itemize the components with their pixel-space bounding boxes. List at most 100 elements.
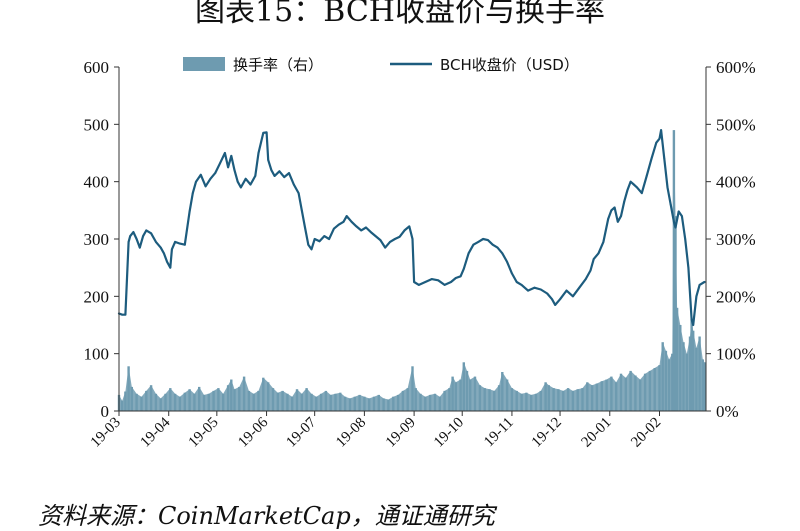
price-point bbox=[589, 269, 592, 272]
x-tick-label: 19-09 bbox=[383, 415, 419, 451]
left-tick-label: 300 bbox=[84, 230, 110, 249]
price-point bbox=[632, 183, 635, 186]
turnover-bar bbox=[428, 394, 432, 411]
turnover-bar bbox=[353, 396, 356, 411]
price-point bbox=[257, 152, 260, 154]
price-point bbox=[169, 266, 172, 269]
turnover-bar bbox=[127, 366, 130, 411]
price-point bbox=[209, 177, 212, 180]
price-point bbox=[265, 131, 268, 134]
turnover-bar bbox=[701, 359, 704, 411]
price-point bbox=[150, 232, 153, 235]
left-tick-label: 200 bbox=[84, 287, 110, 306]
turnover-bar bbox=[286, 393, 289, 411]
price-point bbox=[692, 324, 695, 326]
turnover-bar bbox=[242, 376, 246, 411]
price-point bbox=[551, 298, 553, 301]
price-point bbox=[236, 180, 239, 183]
price-point bbox=[360, 229, 363, 232]
turnover-bar bbox=[149, 385, 153, 411]
turnover-bar bbox=[406, 388, 409, 411]
turnover-bar bbox=[217, 388, 220, 411]
price-point bbox=[240, 186, 242, 189]
price-point bbox=[129, 235, 132, 238]
price-point bbox=[592, 258, 595, 260]
source-note: 资料来源：CoinMarketCap，通证通研究 bbox=[38, 502, 495, 530]
left-tick-label: 600 bbox=[84, 58, 110, 77]
turnover-bar bbox=[202, 394, 206, 411]
turnover-bar bbox=[454, 382, 457, 411]
turnover-bar bbox=[433, 393, 437, 411]
price-point bbox=[171, 248, 173, 251]
turnover-bar bbox=[310, 393, 313, 411]
turnover-bar bbox=[207, 393, 210, 411]
x-tick-label: 19-11 bbox=[481, 415, 517, 451]
turnover-bar bbox=[419, 393, 422, 411]
turnover-bar bbox=[238, 386, 241, 411]
price-point bbox=[121, 313, 124, 316]
price-point bbox=[179, 242, 181, 245]
price-point bbox=[511, 272, 513, 275]
turnover-bar bbox=[478, 385, 482, 411]
price-point bbox=[374, 235, 377, 238]
turnover-bar bbox=[682, 342, 685, 411]
right-tick-label: 0% bbox=[716, 402, 739, 421]
price-point bbox=[437, 279, 440, 282]
price-point bbox=[491, 243, 494, 246]
price-point bbox=[355, 225, 358, 228]
turnover-bar bbox=[501, 372, 504, 411]
turnover-bar bbox=[233, 389, 236, 411]
turnover-bar bbox=[619, 373, 623, 411]
price-point bbox=[578, 286, 581, 289]
price-point bbox=[565, 289, 568, 292]
turnover-bar bbox=[658, 365, 661, 411]
price-point bbox=[132, 231, 135, 234]
price-point bbox=[677, 210, 680, 213]
turnover-bar bbox=[571, 390, 575, 411]
x-tick-label: 19-05 bbox=[186, 415, 222, 451]
price-point bbox=[663, 157, 666, 160]
turnover-bar bbox=[329, 394, 332, 411]
turnover-bar bbox=[343, 396, 347, 411]
turnover-bar bbox=[530, 394, 533, 411]
price-point bbox=[313, 238, 316, 240]
turnover-bar bbox=[377, 394, 380, 411]
price-point bbox=[188, 210, 191, 213]
turnover-bar bbox=[653, 368, 656, 411]
turnover-bar bbox=[387, 399, 390, 411]
turnover-bar bbox=[324, 390, 328, 411]
price-point bbox=[379, 239, 382, 242]
turnover-bar bbox=[615, 382, 618, 411]
price-point bbox=[450, 281, 452, 283]
turnover-bar bbox=[339, 392, 342, 411]
price-point bbox=[135, 238, 138, 240]
turnover-bar bbox=[624, 377, 627, 411]
turnover-bar bbox=[140, 396, 143, 411]
turnover-bar bbox=[459, 379, 462, 411]
price-point bbox=[310, 248, 313, 251]
price-point bbox=[199, 173, 202, 176]
turnover-bar bbox=[424, 396, 427, 411]
chart: 0 100 200 300 400 500 600 0% 100% 200% 300% 400% 500… bbox=[84, 56, 756, 451]
price-point bbox=[204, 185, 207, 188]
right-tick-label: 600% bbox=[716, 58, 756, 77]
price-point bbox=[559, 298, 561, 301]
price-point bbox=[613, 206, 616, 209]
price-point bbox=[690, 318, 693, 321]
price-point bbox=[145, 229, 148, 232]
turnover-bar bbox=[226, 385, 230, 411]
price-point bbox=[328, 238, 330, 240]
turnover-bar bbox=[462, 362, 465, 411]
turnover-bar bbox=[534, 393, 538, 411]
figure-title: 图表15：BCH收盘价与换手率 bbox=[195, 0, 605, 29]
price-point bbox=[249, 183, 252, 186]
price-point bbox=[703, 281, 706, 283]
turnover-bar bbox=[252, 393, 255, 411]
turnover-bar bbox=[315, 396, 318, 411]
price-point bbox=[640, 192, 643, 195]
turnover-bar bbox=[222, 393, 225, 411]
price-point bbox=[482, 238, 484, 240]
turnover-bar bbox=[334, 393, 337, 411]
price-point bbox=[477, 241, 480, 243]
turnover-bar bbox=[145, 390, 148, 411]
